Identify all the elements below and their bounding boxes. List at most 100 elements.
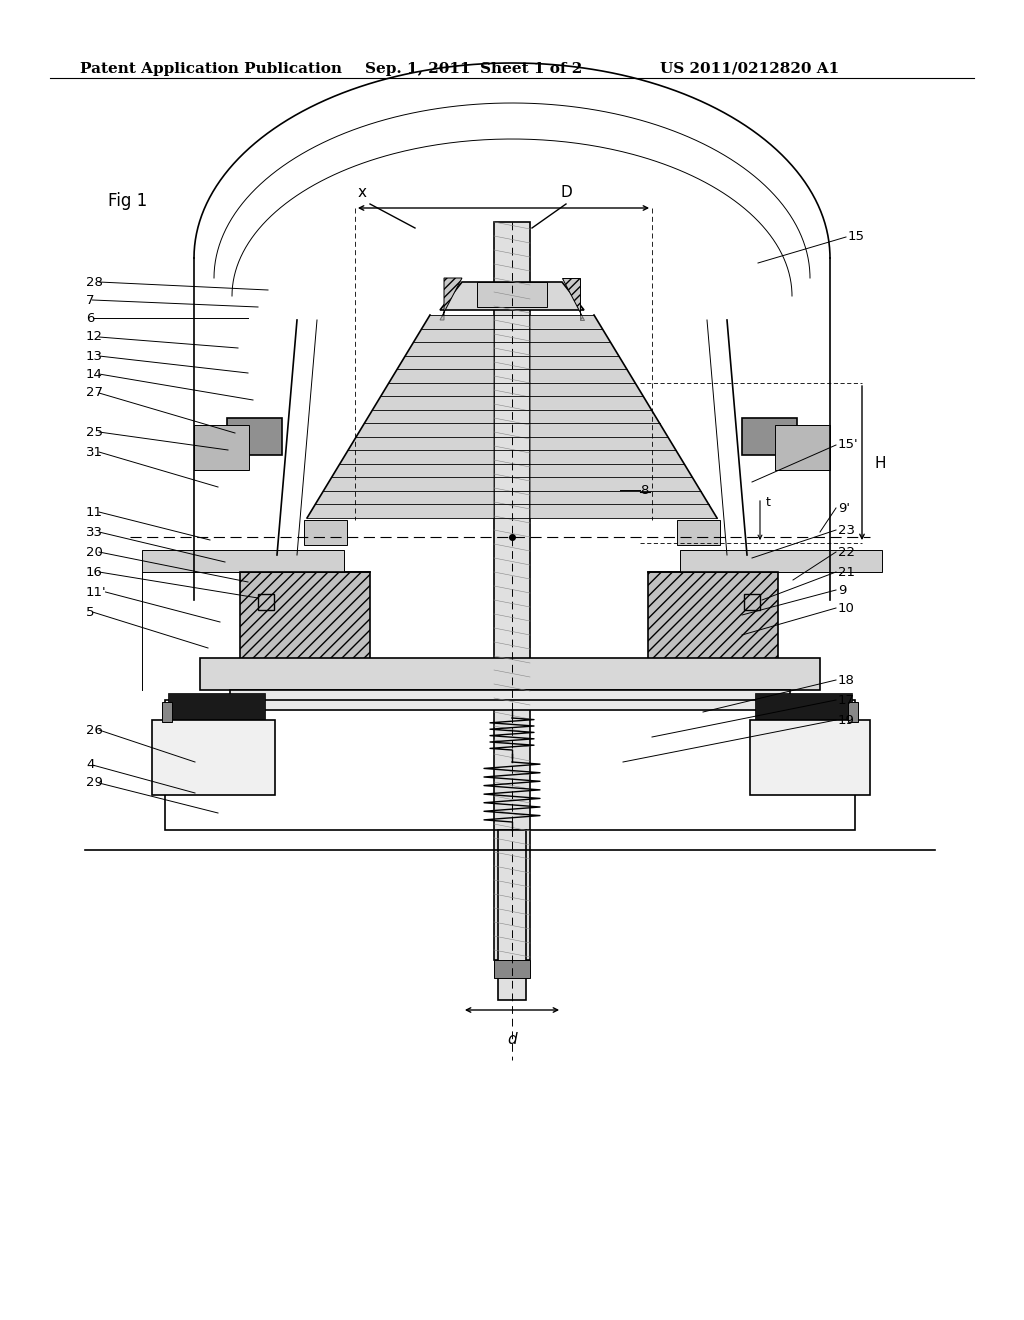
Polygon shape xyxy=(440,279,462,319)
Bar xyxy=(498,830,526,1001)
Text: 23: 23 xyxy=(838,524,855,536)
Text: 6: 6 xyxy=(86,312,94,325)
Polygon shape xyxy=(530,409,659,424)
Text: 29: 29 xyxy=(86,776,102,789)
Bar xyxy=(648,572,778,665)
Text: x: x xyxy=(358,185,367,201)
Bar xyxy=(494,960,530,978)
Text: Patent Application Publication: Patent Application Publication xyxy=(80,62,342,77)
Text: 15': 15' xyxy=(838,438,859,451)
Polygon shape xyxy=(680,550,882,572)
Bar xyxy=(152,719,275,795)
Polygon shape xyxy=(530,478,700,491)
Polygon shape xyxy=(530,355,627,370)
Bar xyxy=(744,594,760,610)
Polygon shape xyxy=(307,504,494,517)
Polygon shape xyxy=(340,450,494,463)
Polygon shape xyxy=(414,329,494,342)
Bar xyxy=(230,690,790,710)
Polygon shape xyxy=(406,342,494,355)
Bar xyxy=(165,700,855,830)
Bar xyxy=(477,282,547,308)
Polygon shape xyxy=(381,383,494,396)
Polygon shape xyxy=(530,383,643,396)
Text: 20: 20 xyxy=(86,545,102,558)
Polygon shape xyxy=(304,520,347,545)
Polygon shape xyxy=(530,450,684,463)
Text: 26: 26 xyxy=(86,723,102,737)
Polygon shape xyxy=(348,437,494,450)
Polygon shape xyxy=(397,355,494,370)
Text: 10: 10 xyxy=(838,602,855,615)
Text: Sheet 1 of 2: Sheet 1 of 2 xyxy=(480,62,583,77)
Bar xyxy=(194,425,249,470)
Polygon shape xyxy=(332,463,494,478)
Polygon shape xyxy=(530,437,676,450)
Text: 11': 11' xyxy=(86,586,106,598)
Bar xyxy=(168,693,265,719)
Bar xyxy=(848,702,858,722)
Polygon shape xyxy=(356,424,494,437)
Text: 16: 16 xyxy=(86,565,102,578)
Polygon shape xyxy=(530,370,635,383)
Polygon shape xyxy=(530,424,668,437)
Polygon shape xyxy=(315,491,494,504)
Bar xyxy=(750,719,870,795)
Polygon shape xyxy=(530,315,602,329)
Bar xyxy=(200,657,820,690)
Polygon shape xyxy=(530,491,709,504)
Polygon shape xyxy=(373,396,494,409)
Polygon shape xyxy=(562,279,584,319)
Text: 4: 4 xyxy=(86,759,94,771)
Polygon shape xyxy=(530,342,618,355)
Bar xyxy=(775,425,830,470)
Bar xyxy=(240,572,370,665)
Text: 31: 31 xyxy=(86,446,103,458)
Text: 14: 14 xyxy=(86,367,102,380)
Text: 12: 12 xyxy=(86,330,103,343)
Text: 33: 33 xyxy=(86,525,103,539)
Polygon shape xyxy=(422,315,494,329)
Text: 8: 8 xyxy=(640,483,648,496)
Bar xyxy=(494,222,530,960)
Polygon shape xyxy=(677,520,720,545)
Text: 17: 17 xyxy=(838,693,855,706)
Text: Sep. 1, 2011: Sep. 1, 2011 xyxy=(365,62,471,77)
Polygon shape xyxy=(530,463,692,478)
Text: 18: 18 xyxy=(838,673,855,686)
Text: D: D xyxy=(560,185,571,201)
Text: 7: 7 xyxy=(86,293,94,306)
Bar xyxy=(258,594,274,610)
Text: US 2011/0212820 A1: US 2011/0212820 A1 xyxy=(660,62,840,77)
Bar xyxy=(755,693,852,719)
Bar xyxy=(742,418,797,455)
Text: 13: 13 xyxy=(86,350,103,363)
Polygon shape xyxy=(262,554,297,585)
Text: t: t xyxy=(766,496,771,510)
Polygon shape xyxy=(365,409,494,424)
Polygon shape xyxy=(530,504,717,517)
Text: Fig 1: Fig 1 xyxy=(108,191,147,210)
Text: H: H xyxy=(874,455,886,470)
Bar xyxy=(227,418,282,455)
Text: 19: 19 xyxy=(838,714,855,726)
Polygon shape xyxy=(389,370,494,383)
Text: 15: 15 xyxy=(848,231,865,243)
Polygon shape xyxy=(142,550,344,572)
Polygon shape xyxy=(324,478,494,491)
Text: 9': 9' xyxy=(838,502,850,515)
Text: 28: 28 xyxy=(86,276,102,289)
Polygon shape xyxy=(530,396,651,409)
Text: 11: 11 xyxy=(86,506,103,519)
Text: d: d xyxy=(507,1032,517,1047)
Text: 21: 21 xyxy=(838,565,855,578)
Polygon shape xyxy=(727,554,762,585)
Text: 22: 22 xyxy=(838,545,855,558)
Polygon shape xyxy=(530,329,610,342)
Text: 9: 9 xyxy=(838,583,847,597)
Polygon shape xyxy=(440,282,584,310)
Bar xyxy=(162,702,172,722)
Text: 27: 27 xyxy=(86,387,103,400)
Text: 25: 25 xyxy=(86,425,103,438)
Text: 5: 5 xyxy=(86,606,94,619)
